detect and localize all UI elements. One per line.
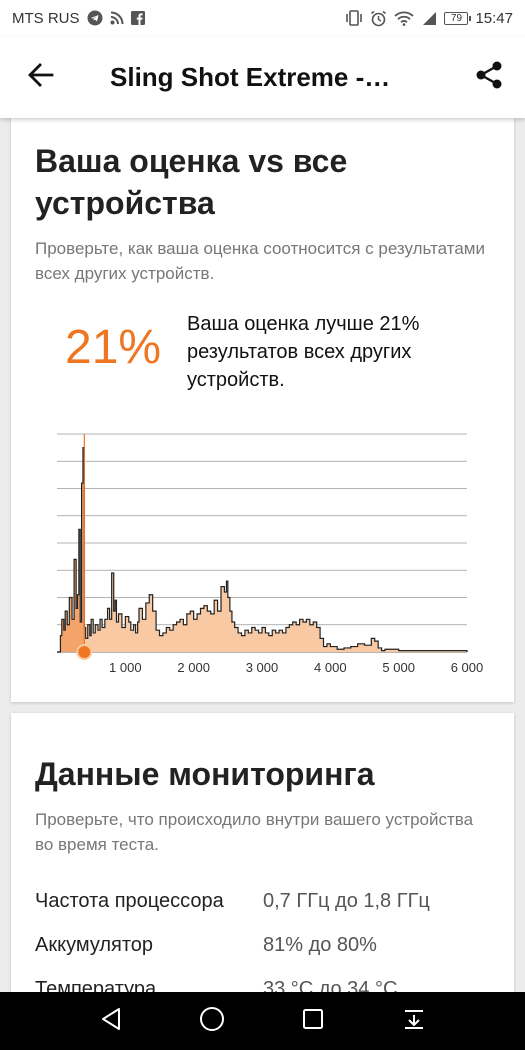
share-button[interactable] xyxy=(453,36,525,118)
arrow-back-icon xyxy=(28,62,54,92)
recents-square-icon xyxy=(302,1008,324,1035)
vibrate-icon xyxy=(345,10,363,26)
comparison-card: Ваша оценка vs все устройства Проверьте,… xyxy=(11,116,514,702)
metric-row-battery: Аккумулятор 81% до 80% xyxy=(35,923,495,967)
monitoring-card: Данные мониторинга Проверьте, что происх… xyxy=(11,713,514,1013)
status-bar: MTS RUS 79 15:47 xyxy=(0,0,525,36)
alarm-icon xyxy=(370,10,387,27)
comparison-title: Ваша оценка vs все устройства xyxy=(35,143,348,221)
nav-back-button[interactable] xyxy=(87,997,135,1045)
metric-row-cpu: Частота процессора 0,7 ГГц до 1,8 ГГц xyxy=(35,879,495,923)
status-left: MTS RUS xyxy=(12,10,145,27)
back-button[interactable] xyxy=(0,36,82,118)
your-score-marker-dot xyxy=(76,644,93,660)
nav-home-button[interactable] xyxy=(188,997,236,1045)
battery-level: 79 xyxy=(450,12,463,24)
metric-value: 81% до 80% xyxy=(263,933,377,956)
wifi-icon xyxy=(394,11,415,26)
battery-icon: 79 xyxy=(444,11,472,25)
clock: 15:47 xyxy=(475,9,513,27)
distribution-line xyxy=(57,447,468,653)
nav-recents-button[interactable] xyxy=(289,997,337,1045)
signal-icon xyxy=(421,11,437,26)
system-nav-bar xyxy=(0,992,525,1050)
x-tick-label: 6 000 xyxy=(451,660,484,675)
x-tick-label: 1 000 xyxy=(109,660,142,675)
monitoring-title: Данные мониторинга xyxy=(35,756,375,792)
app-bar: Sling Shot Extreme -… xyxy=(0,36,525,118)
page-title: Sling Shot Extreme -… xyxy=(110,61,391,92)
monitoring-subtitle: Проверьте, что происходило внутри вашего… xyxy=(35,810,474,854)
share-icon xyxy=(475,60,503,95)
metric-label: Частота процессора xyxy=(35,889,224,912)
x-axis-ticks: 1 000 2 000 3 000 4 000 5 000 6 000 xyxy=(109,660,483,675)
carrier-label: MTS RUS xyxy=(12,9,80,27)
score-distribution-chart: 1 000 2 000 3 000 4 000 5 000 6 000 xyxy=(57,433,483,675)
home-circle-icon xyxy=(199,1006,225,1037)
status-right: 79 15:47 xyxy=(345,10,513,27)
x-tick-label: 3 000 xyxy=(246,660,279,675)
facebook-icon xyxy=(130,11,145,25)
rss-icon xyxy=(110,11,124,25)
x-tick-label: 5 000 xyxy=(382,660,415,675)
distribution-area xyxy=(57,447,467,652)
score-percent: 21% xyxy=(65,321,162,374)
metric-label: Аккумулятор xyxy=(35,933,154,956)
nav-notifications-button[interactable] xyxy=(390,997,438,1045)
score-description: Ваша оценка лучше 21% результатов всех д… xyxy=(187,313,420,391)
metric-value: 0,7 ГГц до 1,8 ГГц xyxy=(263,889,430,912)
back-triangle-icon xyxy=(100,1007,122,1036)
telegram-icon xyxy=(87,10,103,26)
x-tick-label: 4 000 xyxy=(314,660,347,675)
notification-pull-icon xyxy=(402,1007,426,1036)
x-tick-label: 2 000 xyxy=(177,660,210,675)
comparison-subtitle: Проверьте, как ваша оценка соотносится с… xyxy=(35,239,485,283)
